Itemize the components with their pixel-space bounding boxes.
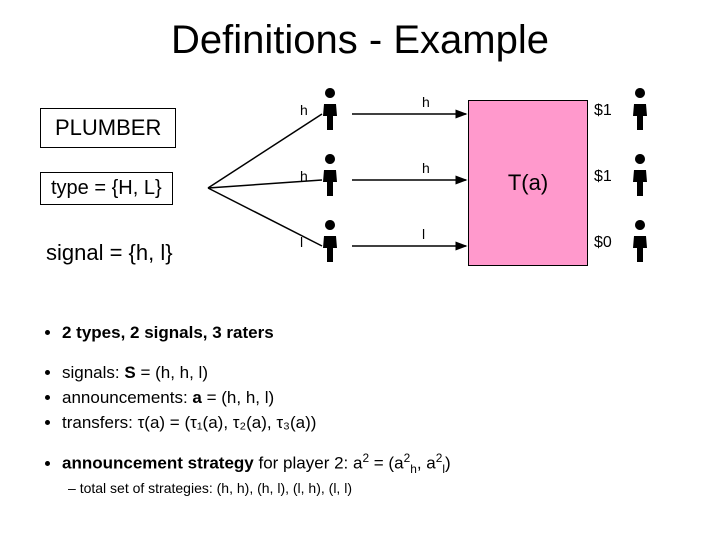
transfer-label: T(a): [508, 170, 548, 196]
slide-title: Definitions - Example: [0, 18, 720, 63]
signal-label-1: h: [300, 168, 308, 184]
bullet-5-sub: – total set of strategies: (h, h), (h, l…: [68, 479, 451, 498]
announce-label-1: h: [422, 160, 430, 176]
bullet-3: announcements: a = (h, h, l): [62, 387, 316, 410]
bullet-5: announcement strategy for player 2: a2 =…: [62, 450, 451, 477]
announce-label-0: h: [422, 94, 430, 110]
announce-label-2: l: [422, 226, 425, 242]
plumber-box: PLUMBER: [40, 108, 176, 148]
signal-text: signal = {h, l}: [46, 240, 173, 266]
bullet-1: 2 types, 2 signals, 3 raters: [62, 322, 274, 345]
bullet-group-3: announcement strategy for player 2: a2 =…: [40, 450, 451, 498]
signal-label-0: h: [300, 102, 308, 118]
bullet-group-2: signals: S = (h, h, l) announcements: a …: [40, 362, 316, 437]
bullet-group-1: 2 types, 2 signals, 3 raters: [40, 322, 274, 347]
pay-label-2: $0: [594, 234, 612, 252]
bullet-2: signals: S = (h, h, l): [62, 362, 316, 385]
transfer-box: T(a): [468, 100, 588, 266]
type-box: type = {H, L}: [40, 172, 173, 205]
signal-label-2: l: [300, 234, 303, 250]
pay-label-1: $1: [594, 168, 612, 186]
pay-label-0: $1: [594, 102, 612, 120]
bullet-4: transfers: τ(a) = (τ₁(a), τ₂(a), τ₃(a)): [62, 412, 316, 435]
